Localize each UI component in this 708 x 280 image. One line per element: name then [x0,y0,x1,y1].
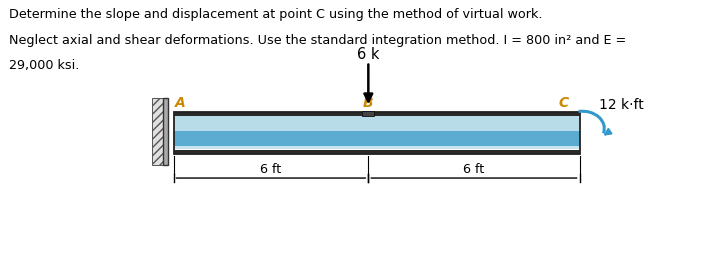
Text: 29,000 ksi.: 29,000 ksi. [9,59,79,72]
Text: Neglect axial and shear deformations. Use the standard integration method. I = 8: Neglect axial and shear deformations. Us… [9,34,627,46]
Bar [173,146,580,149]
Bar [173,131,580,146]
Text: B: B [363,95,374,109]
Bar [173,116,580,131]
Bar [173,112,580,116]
Text: 6 k: 6 k [357,46,379,62]
Text: 6 ft: 6 ft [261,163,282,176]
Bar [173,150,580,154]
Text: C: C [558,95,569,109]
Text: A: A [176,95,186,109]
Bar [163,98,168,165]
Text: 12 k·ft: 12 k·ft [599,98,644,112]
Bar [362,111,375,116]
Text: 6 ft: 6 ft [463,163,484,176]
Text: Determine the slope and displacement at point C using the method of virtual work: Determine the slope and displacement at … [9,8,543,21]
Bar [152,98,163,165]
Bar [173,112,580,154]
